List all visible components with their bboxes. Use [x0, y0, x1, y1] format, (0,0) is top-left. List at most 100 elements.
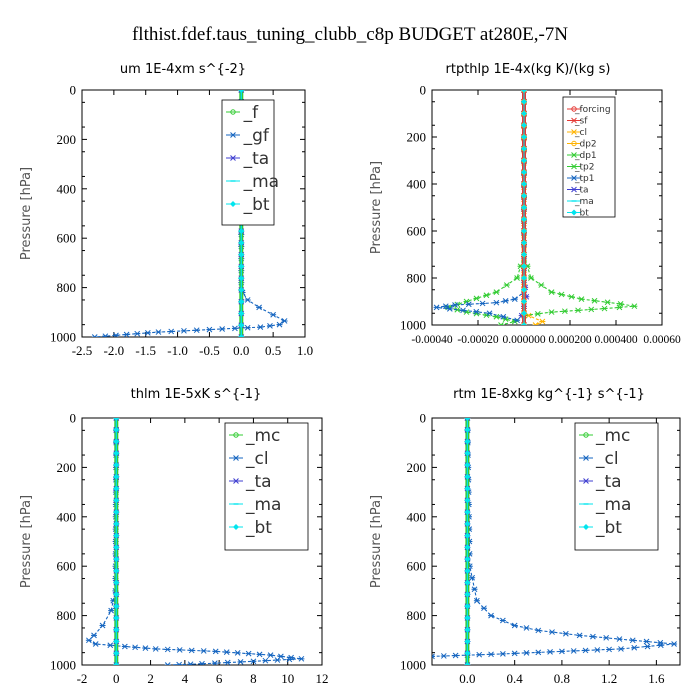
- legend-marker: [583, 524, 589, 530]
- data-point: [570, 648, 577, 654]
- data-point: [521, 239, 527, 246]
- chart-panel-4: rtm 1E-8xkg kg^{-1} s^{-1} Pressure [hPa]…: [369, 387, 681, 686]
- y-tick-label: 600: [407, 559, 427, 574]
- data-point: [493, 299, 500, 306]
- data-point: [113, 603, 120, 610]
- y-tick-label: 0: [420, 411, 427, 426]
- x-tick-label: 1.2: [601, 671, 617, 686]
- x-tick-label: 0.000400: [594, 334, 637, 346]
- data-point: [238, 334, 245, 337]
- data-point: [562, 630, 569, 637]
- x-tick-label: 0.5: [265, 343, 281, 358]
- data-point: [298, 655, 305, 662]
- data-point: [113, 418, 120, 421]
- data-point: [123, 331, 130, 337]
- x-tick-label: 8: [250, 671, 257, 686]
- legend-marker: [233, 524, 239, 530]
- data-point: [113, 614, 120, 621]
- data-point: [433, 304, 440, 311]
- series-line-dp1: [446, 90, 525, 325]
- x-tick-label: 0.4: [507, 671, 524, 686]
- legend-box: [574, 422, 659, 551]
- x-tick-label: 1.6: [648, 671, 665, 686]
- data-point: [464, 579, 471, 586]
- data-point: [521, 122, 527, 129]
- legend-label: _ma: [243, 172, 279, 192]
- data-point: [108, 607, 115, 614]
- legend-label: _ta: [243, 149, 270, 169]
- data-point: [281, 318, 288, 324]
- data-point: [107, 642, 114, 649]
- data-point: [465, 301, 472, 308]
- y-tick-label: 200: [57, 460, 77, 475]
- data-point: [521, 145, 527, 152]
- legend-label: _tp2: [574, 163, 594, 173]
- legend: _f _gf _ta _ma _bt: [221, 99, 279, 226]
- data-point: [568, 293, 575, 300]
- data-point: [464, 556, 471, 563]
- data-point: [582, 647, 589, 654]
- data-point: [499, 651, 506, 657]
- data-point: [471, 586, 478, 593]
- data-point: [223, 649, 230, 656]
- legend-label: _forcing: [574, 105, 611, 115]
- data-point: [113, 662, 120, 665]
- data-point: [144, 330, 151, 336]
- data-point: [601, 305, 608, 312]
- x-tick-label: 0.8: [554, 671, 570, 686]
- data-point: [657, 642, 664, 649]
- x-tick-label: -2.5: [72, 343, 93, 358]
- x-tick-label: 6: [216, 671, 223, 686]
- legend-label: _ta: [595, 472, 622, 492]
- data-point: [521, 228, 527, 234]
- data-point: [464, 497, 471, 504]
- data-point: [521, 275, 527, 281]
- data-point: [188, 647, 195, 654]
- data-point: [211, 660, 218, 665]
- data-point: [644, 643, 651, 650]
- data-point: [238, 310, 245, 317]
- data-point: [452, 302, 458, 308]
- data-point: [521, 157, 527, 164]
- data-point: [176, 661, 183, 665]
- legend-marker: [230, 132, 236, 138]
- legend-label: _ma: [574, 197, 594, 207]
- data-point: [521, 192, 527, 199]
- data-point: [212, 648, 219, 655]
- legend-marker: [571, 175, 577, 181]
- legend-label: _bt: [243, 195, 270, 215]
- plot-frame: [431, 89, 663, 326]
- figure-title: flthist.fdef.taus_tuning_clubb_c8p BUDGE…: [132, 24, 568, 45]
- data-point: [511, 650, 518, 657]
- data-point: [514, 317, 521, 324]
- data-point: [493, 289, 500, 295]
- y-axis-label: Pressure [hPa]: [369, 161, 384, 254]
- data-point: [498, 322, 504, 325]
- data-point: [113, 626, 120, 633]
- data-point: [134, 330, 141, 337]
- x-tick-label: 0: [113, 671, 120, 686]
- data-point: [206, 326, 213, 333]
- y-tick-label: 600: [57, 559, 77, 574]
- data-point: [152, 646, 159, 652]
- x-tick-label: -1.0: [167, 343, 188, 358]
- x-tick-label: -0.00040: [411, 334, 452, 346]
- data-point: [548, 309, 555, 315]
- legend-label: _bt: [574, 209, 589, 219]
- y-tick-label: 400: [57, 181, 77, 196]
- data-point: [113, 438, 120, 445]
- x-tick-label: -2.0: [104, 343, 125, 358]
- legend-label: _dp2: [574, 140, 597, 150]
- data-point: [452, 652, 459, 659]
- legend-box: [224, 422, 309, 551]
- legend-marker: [571, 163, 577, 170]
- data-point: [521, 169, 527, 176]
- data-point: [547, 649, 554, 655]
- legend-label: _cl: [574, 128, 587, 138]
- data-point: [464, 450, 471, 457]
- data-point: [464, 626, 471, 633]
- data-point: [464, 662, 471, 665]
- data-point: [446, 305, 453, 312]
- y-tick-label: 200: [407, 460, 427, 475]
- legend-label: _ta: [574, 186, 589, 196]
